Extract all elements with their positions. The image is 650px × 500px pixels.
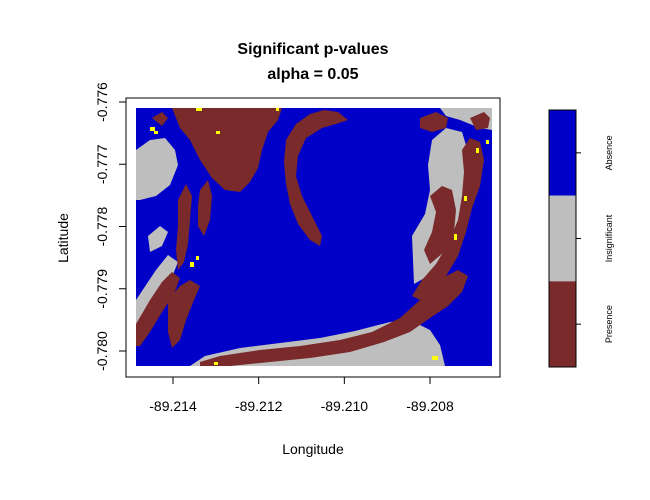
insignificant-region-west-center: [148, 226, 168, 252]
chart-subtitle: alpha = 0.05: [267, 66, 358, 83]
x-tick-label: -89.214: [149, 398, 197, 414]
yellow-cell: [432, 356, 438, 360]
presence-region-central-tongue: [284, 110, 348, 246]
presence-region-east-inner-arm: [424, 186, 456, 264]
yellow-cell: [214, 362, 218, 365]
presence-regions: [136, 108, 490, 366]
presence-region-west-vertical-strip: [176, 184, 192, 270]
y-tick-label: -0.776: [94, 82, 110, 122]
presence-region-north-landmass: [172, 108, 282, 192]
y-tick-label: -0.778: [94, 206, 110, 246]
x-tick-label: -89.208: [406, 398, 454, 414]
presence-region-southwest-strip: [168, 280, 200, 348]
yellow-cell: [196, 256, 199, 260]
y-axis: -0.776 -0.777 -0.778 -0.779 -0.780: [94, 82, 127, 371]
y-axis-label: Latitude: [55, 213, 71, 263]
presence-region-south-band: [200, 270, 468, 366]
yellow-cell: [486, 140, 489, 144]
y-tick-label: -0.780: [94, 331, 110, 371]
legend-label: Presence: [604, 305, 614, 343]
yellow-cell: [216, 131, 220, 134]
map-raster: [136, 108, 492, 366]
yellow-cell: [464, 196, 467, 201]
yellow-cells: [150, 108, 489, 365]
yellow-cell: [196, 108, 202, 111]
legend-label: Absence: [604, 135, 614, 170]
legend-frame: [548, 109, 577, 368]
presence-region-west-vertical-strip-2: [198, 180, 212, 236]
x-tick-label: -89.212: [235, 398, 283, 414]
yellow-cell: [190, 262, 194, 267]
legend-swatch: [549, 110, 576, 196]
yellow-cell: [454, 234, 457, 240]
presence-region-east-outer: [412, 138, 484, 300]
yellow-cell: [476, 148, 479, 153]
presence-region-north-small: [152, 112, 168, 126]
x-axis: -89.214 -89.212 -89.210 -89.208: [149, 376, 454, 414]
x-axis-label: Longitude: [282, 441, 344, 457]
legend: Absence Insignificant Presence: [548, 109, 614, 368]
presence-region-north-small-2: [470, 112, 490, 130]
yellow-cell: [154, 131, 158, 134]
x-tick-label: -89.210: [321, 398, 369, 414]
presence-region-northeast-patch: [420, 112, 448, 132]
legend-label: Insignificant: [604, 214, 614, 262]
yellow-cell: [276, 108, 279, 111]
presence-region-west-lower-strip: [136, 272, 180, 346]
insignificant-region-north: [136, 138, 178, 200]
legend-swatch: [549, 281, 576, 367]
y-tick-label: -0.777: [94, 144, 110, 184]
y-tick-label: -0.779: [94, 269, 110, 309]
yellow-cell: [150, 127, 155, 131]
chart-title: Significant p-values: [237, 41, 388, 58]
legend-swatch: [549, 195, 576, 282]
